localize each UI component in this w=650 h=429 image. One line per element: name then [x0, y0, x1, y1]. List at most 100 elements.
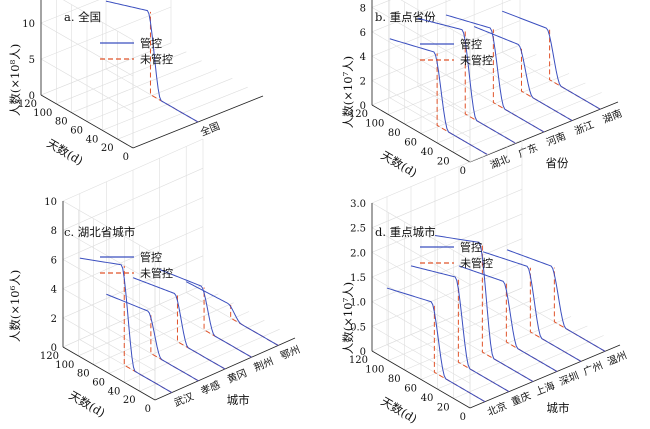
z-tick-label: 2: [51, 314, 57, 325]
z-tick-label: 8: [360, 3, 366, 14]
controlled-series-line: [132, 277, 226, 370]
controlled-series-line: [106, 293, 199, 382]
z-tick-label: 2.0: [350, 248, 366, 259]
depth-tick-label: 60: [70, 126, 83, 137]
depth-tick-label: 60: [92, 378, 105, 389]
depth-tick-label: 40: [421, 147, 434, 158]
uncontrolled-series-line: [457, 278, 510, 393]
z-tick-label: 8: [51, 226, 57, 237]
uncontrolled-series-line: [149, 11, 199, 123]
z-tick-label: 10: [44, 197, 57, 208]
z-axis-label: 人数(×10⁷人): [341, 56, 355, 128]
controlled-series-line: [473, 26, 573, 122]
depth-tick-label: 40: [108, 386, 121, 397]
controlled-series-line: [434, 235, 534, 382]
z-tick-label: 1.0: [350, 298, 366, 309]
depth-tick-label: 60: [404, 138, 417, 149]
depth-axis-label: 天数(d): [44, 136, 85, 168]
z-axis-label: 人数(×10⁶人): [8, 270, 22, 342]
gridline: [453, 335, 604, 399]
z-tick-label: 5: [29, 55, 35, 66]
uncontrolled-series-line: [203, 287, 252, 358]
depth-axis-label: 天数(d): [378, 394, 419, 426]
category-tick-label: 广东: [516, 141, 539, 161]
controlled-series-line: [185, 281, 279, 346]
depth-tick-label: 20: [101, 143, 114, 154]
legend-label-uncontrolled: 未管控: [140, 52, 173, 66]
chart-panel-2: 0246810120100806040200天数(d)湖北广东河南浙江湖南省份人…: [341, 0, 624, 180]
category-axis-label: 省份: [546, 156, 569, 170]
depth-tick-label: 40: [421, 393, 434, 404]
depth-tick-label: 120: [349, 109, 368, 120]
depth-tick-label: 20: [437, 403, 450, 414]
z-tick-label: 0: [360, 347, 366, 358]
depth-tick-label: 100: [365, 365, 384, 376]
category-tick-label: 河南: [544, 129, 567, 149]
category-axis-label: 城市: [227, 393, 250, 407]
chart-title: d. 重点城市: [375, 225, 436, 239]
category-tick-label: 上海: [533, 379, 556, 399]
category-tick-label: 广州: [582, 360, 605, 379]
category-tick-label: 鄂州: [279, 344, 302, 363]
gridline: [371, 263, 523, 384]
depth-tick-label: 0: [460, 166, 466, 177]
category-axis: [469, 344, 621, 409]
z-tick-label: 10: [22, 19, 35, 30]
controlled-series-line: [445, 14, 545, 133]
z-axis-label: 人数(×10⁸人): [8, 44, 22, 116]
controlled-series-line: [159, 269, 252, 358]
z-tick-label: 3.0: [350, 199, 366, 210]
z-tick-label: 4: [51, 285, 57, 296]
category-tick-label: 温州: [606, 349, 629, 368]
depth-tick-label: 0: [460, 412, 466, 423]
legend-label-controlled: 管控: [460, 240, 482, 254]
depth-tick-label: 120: [18, 99, 37, 110]
uncontrolled-series-line: [176, 294, 226, 370]
chart-title: b. 重点省份: [375, 10, 436, 24]
depth-tick-label: 120: [40, 351, 59, 362]
category-tick-label: 浙江: [573, 119, 596, 138]
controlled-series-line: [386, 287, 486, 403]
controlled-series-line: [105, 0, 199, 123]
gridline: [371, 287, 523, 352]
z-axis-label: 人数(×10⁷人): [341, 282, 355, 354]
controlled-series-line: [417, 17, 517, 144]
category-tick-label: 重庆: [509, 389, 532, 409]
depth-axis: [40, 94, 134, 149]
uncontrolled-series-line: [549, 29, 601, 110]
controlled-series-line: [458, 265, 558, 372]
z-tick-label: 0: [51, 343, 57, 354]
depth-axis: [371, 104, 471, 163]
z-tick-label: 0.5: [350, 322, 366, 333]
chart-title: c. 湖北省城市: [64, 225, 135, 239]
z-tick-label: 1.5: [350, 273, 366, 284]
depth-tick-label: 60: [404, 384, 417, 395]
gridline: [371, 287, 523, 409]
legend-label-controlled: 管控: [460, 37, 482, 51]
chart-panel-1: 051015120100806040200天数(d)全国人数(×10⁸人)a. …: [8, 0, 264, 168]
uncontrolled-series-line: [553, 267, 606, 352]
category-tick-label: 黄冈: [225, 366, 248, 386]
gridline: [404, 306, 555, 371]
depth-axis-label: 天数(d): [66, 388, 107, 420]
category-tick-label: 武汉: [172, 390, 195, 410]
depth-tick-label: 80: [388, 128, 401, 139]
depth-tick-label: 20: [437, 157, 450, 168]
z-tick-label: 6: [51, 255, 57, 266]
controlled-series-line: [482, 251, 582, 362]
gridline: [371, 189, 523, 310]
depth-tick-label: 20: [123, 395, 136, 406]
controlled-series-line: [502, 10, 601, 110]
depth-tick-label: 80: [55, 117, 68, 128]
controlled-series-line: [506, 249, 606, 352]
category-tick-label: 全国: [198, 119, 221, 139]
uncontrolled-series-line: [123, 265, 173, 393]
legend-label-controlled: 管控: [140, 36, 162, 50]
category-tick-label: 荆州: [252, 354, 275, 374]
gridline: [420, 316, 572, 380]
